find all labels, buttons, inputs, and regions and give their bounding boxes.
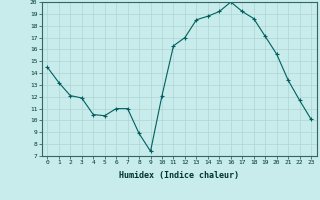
X-axis label: Humidex (Indice chaleur): Humidex (Indice chaleur) (119, 171, 239, 180)
